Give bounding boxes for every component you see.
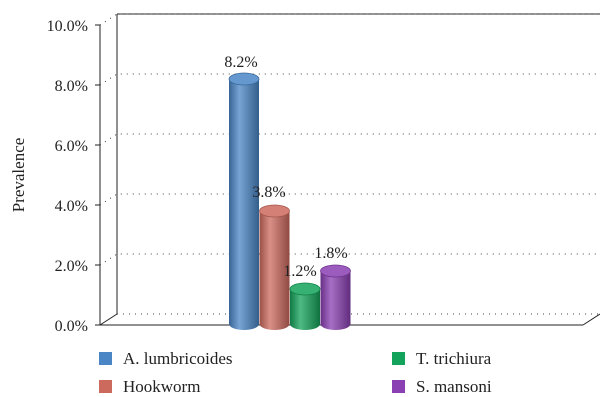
gridline [99, 73, 600, 86]
bar-t-trichiura [289, 282, 321, 330]
gridlines [99, 13, 600, 315]
legend-label: Hookworm [123, 377, 200, 396]
y-tick-label: 4.0% [55, 198, 88, 215]
data-label: 1.8% [314, 245, 347, 262]
bar-s-mansoni [320, 264, 351, 330]
bar-hookworm [259, 204, 290, 330]
bar-body [290, 289, 320, 330]
data-label: 8.2% [224, 54, 257, 71]
bar-top [228, 72, 260, 86]
y-tick-label: 2.0% [55, 258, 88, 275]
legend-label: T. trichiura [416, 349, 492, 368]
gridline [99, 133, 600, 146]
gridline [99, 253, 600, 266]
legend-label: A. lumbricoides [123, 349, 233, 368]
floor-right-edge [582, 313, 600, 326]
data-labels: 8.2% 3.8% 1.2%1.8% [224, 54, 347, 280]
bar-top [259, 204, 290, 218]
legend-label: S. mansoni [416, 377, 492, 396]
gridline [99, 193, 600, 206]
legend-swatch [99, 380, 112, 393]
data-label: 1.2% [283, 263, 316, 280]
y-tick-label: 10.0% [47, 18, 88, 35]
legend: A. lumbricoides Hookworm T. trichiura S. ma… [99, 349, 492, 396]
y-tick-label: 8.0% [55, 78, 88, 95]
bar-top [289, 282, 321, 296]
gridline [99, 13, 600, 26]
back-wall-edge [99, 14, 118, 326]
bar-body [259, 211, 290, 330]
data-label: 3.8% [252, 184, 285, 201]
legend-swatch [392, 380, 405, 393]
legend-swatch [99, 352, 112, 365]
y-axis-title: Prevalence [9, 138, 28, 213]
bar-top [320, 264, 351, 278]
y-tick-label: 6.0% [55, 138, 88, 155]
bars [228, 72, 351, 330]
legend-swatch [392, 352, 405, 365]
axes: 0.0% 2.0% 4.0% 6.0% 8.0% 10.0% [47, 13, 600, 335]
y-tick-label: 0.0% [55, 318, 88, 335]
bar-body [229, 79, 259, 330]
bar-body [320, 271, 351, 330]
bar-a-lumbricoides [228, 72, 260, 330]
